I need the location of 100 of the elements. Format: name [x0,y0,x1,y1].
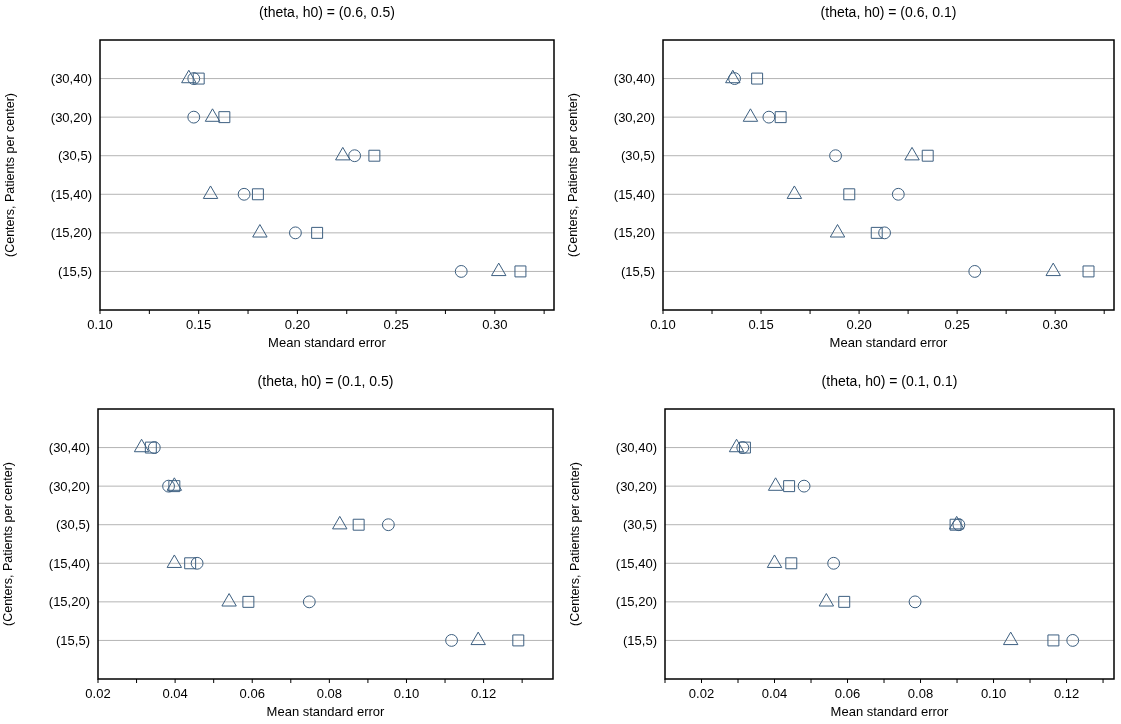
x-tick-label: 0.25 [383,317,409,332]
x-tick-label: 0.10 [980,686,1007,701]
point [512,634,525,647]
point [332,515,348,530]
point [1002,631,1019,646]
x-tick-label: 0.20 [846,317,872,332]
point [818,593,835,607]
point [192,72,205,85]
point [252,224,268,238]
point [904,146,920,161]
x-tick-label: 0.30 [482,317,508,332]
y-tick-label: (30,40) [615,440,657,456]
point [908,595,922,609]
point [728,438,745,453]
y-tick-label: (15,40) [48,555,90,571]
y-tick-label: (30,20) [48,478,90,494]
point [445,634,459,647]
point [187,110,201,124]
y-tick-label: (15,20) [613,225,655,241]
chart-title: (theta, h0) = (0.6, 0.1) [820,4,957,20]
point [335,146,351,161]
x-tick-label: 0.06 [239,686,265,701]
point [766,554,783,568]
y-tick-label: (30,5) [56,517,90,533]
point [783,480,796,493]
point [870,226,883,239]
chart-title: (theta, h0) = (0.1, 0.5) [257,373,394,389]
point [368,149,381,162]
point [133,438,150,453]
y-tick-label: (30,5) [58,148,92,164]
point [204,108,221,122]
point [829,224,846,238]
x-axis-title: Mean standard error [268,335,387,350]
y-tick-label: (30,5) [621,148,655,164]
point [166,554,183,568]
point [785,557,798,570]
y-tick-label: (15,20) [615,594,657,610]
x-tick-label: 0.15 [186,317,212,332]
x-tick-label: 0.02 [85,686,111,701]
x-tick-label: 0.04 [162,686,188,701]
y-tick-label: (30,5) [623,517,657,533]
x-axis-title: Mean standard error [830,704,950,719]
point [827,556,841,570]
point [302,595,316,609]
point [838,595,851,608]
y-tick-label: (15,5) [56,632,90,648]
x-tick-label: 0.30 [1042,317,1068,332]
point [184,557,197,570]
y-axis-title: (Centers, Patients per center) [1,462,15,626]
point [797,479,811,493]
point [1066,634,1080,647]
x-tick-label: 0.08 [316,686,343,701]
y-axis-title: (Centers, Patients per center) [566,93,580,257]
point [767,477,784,491]
point [774,111,787,124]
point [237,187,251,201]
point [891,187,905,201]
x-axis-title: Mean standard error [266,704,386,719]
y-tick-label: (30,40) [613,71,655,87]
point [242,595,255,608]
x-tick-label: 0.08 [907,686,934,701]
y-tick-label: (15,40) [613,186,655,202]
point [491,262,507,277]
x-tick-label: 0.15 [748,317,774,332]
point [147,441,161,454]
x-axis-title: Mean standard error [829,335,949,350]
point [1082,265,1095,278]
x-tick-label: 0.02 [688,686,715,701]
y-tick-label: (15,5) [58,263,92,279]
chart-title: (theta, h0) = (0.6, 0.5) [259,4,395,20]
point [762,110,776,124]
x-tick-label: 0.10 [650,317,676,332]
point [742,108,759,122]
point [218,111,231,124]
point [311,226,324,239]
x-tick-label: 0.06 [834,686,861,701]
point [348,149,362,163]
point [202,185,219,199]
x-tick-label: 0.10 [393,686,420,701]
point [251,188,264,201]
point [968,265,982,278]
point [352,518,365,531]
x-tick-label: 0.10 [87,317,113,332]
point [181,69,197,84]
x-tick-label: 0.25 [944,317,970,332]
point [454,265,468,278]
point [878,226,891,240]
point [751,72,764,85]
point [190,556,204,570]
y-axis-title: (Centers, Patients per center) [3,93,17,257]
chart-title: (theta, h0) = (0.1, 0.1) [821,373,958,389]
y-tick-label: (15,40) [50,186,92,202]
y-tick-label: (30,40) [50,71,92,87]
x-tick-label: 0.20 [284,317,311,332]
point [921,149,934,162]
y-axis-title: (Centers, Patients per center) [568,462,582,626]
point [144,441,157,454]
y-tick-label: (15,40) [615,555,657,571]
point [289,226,302,240]
point [187,72,201,85]
